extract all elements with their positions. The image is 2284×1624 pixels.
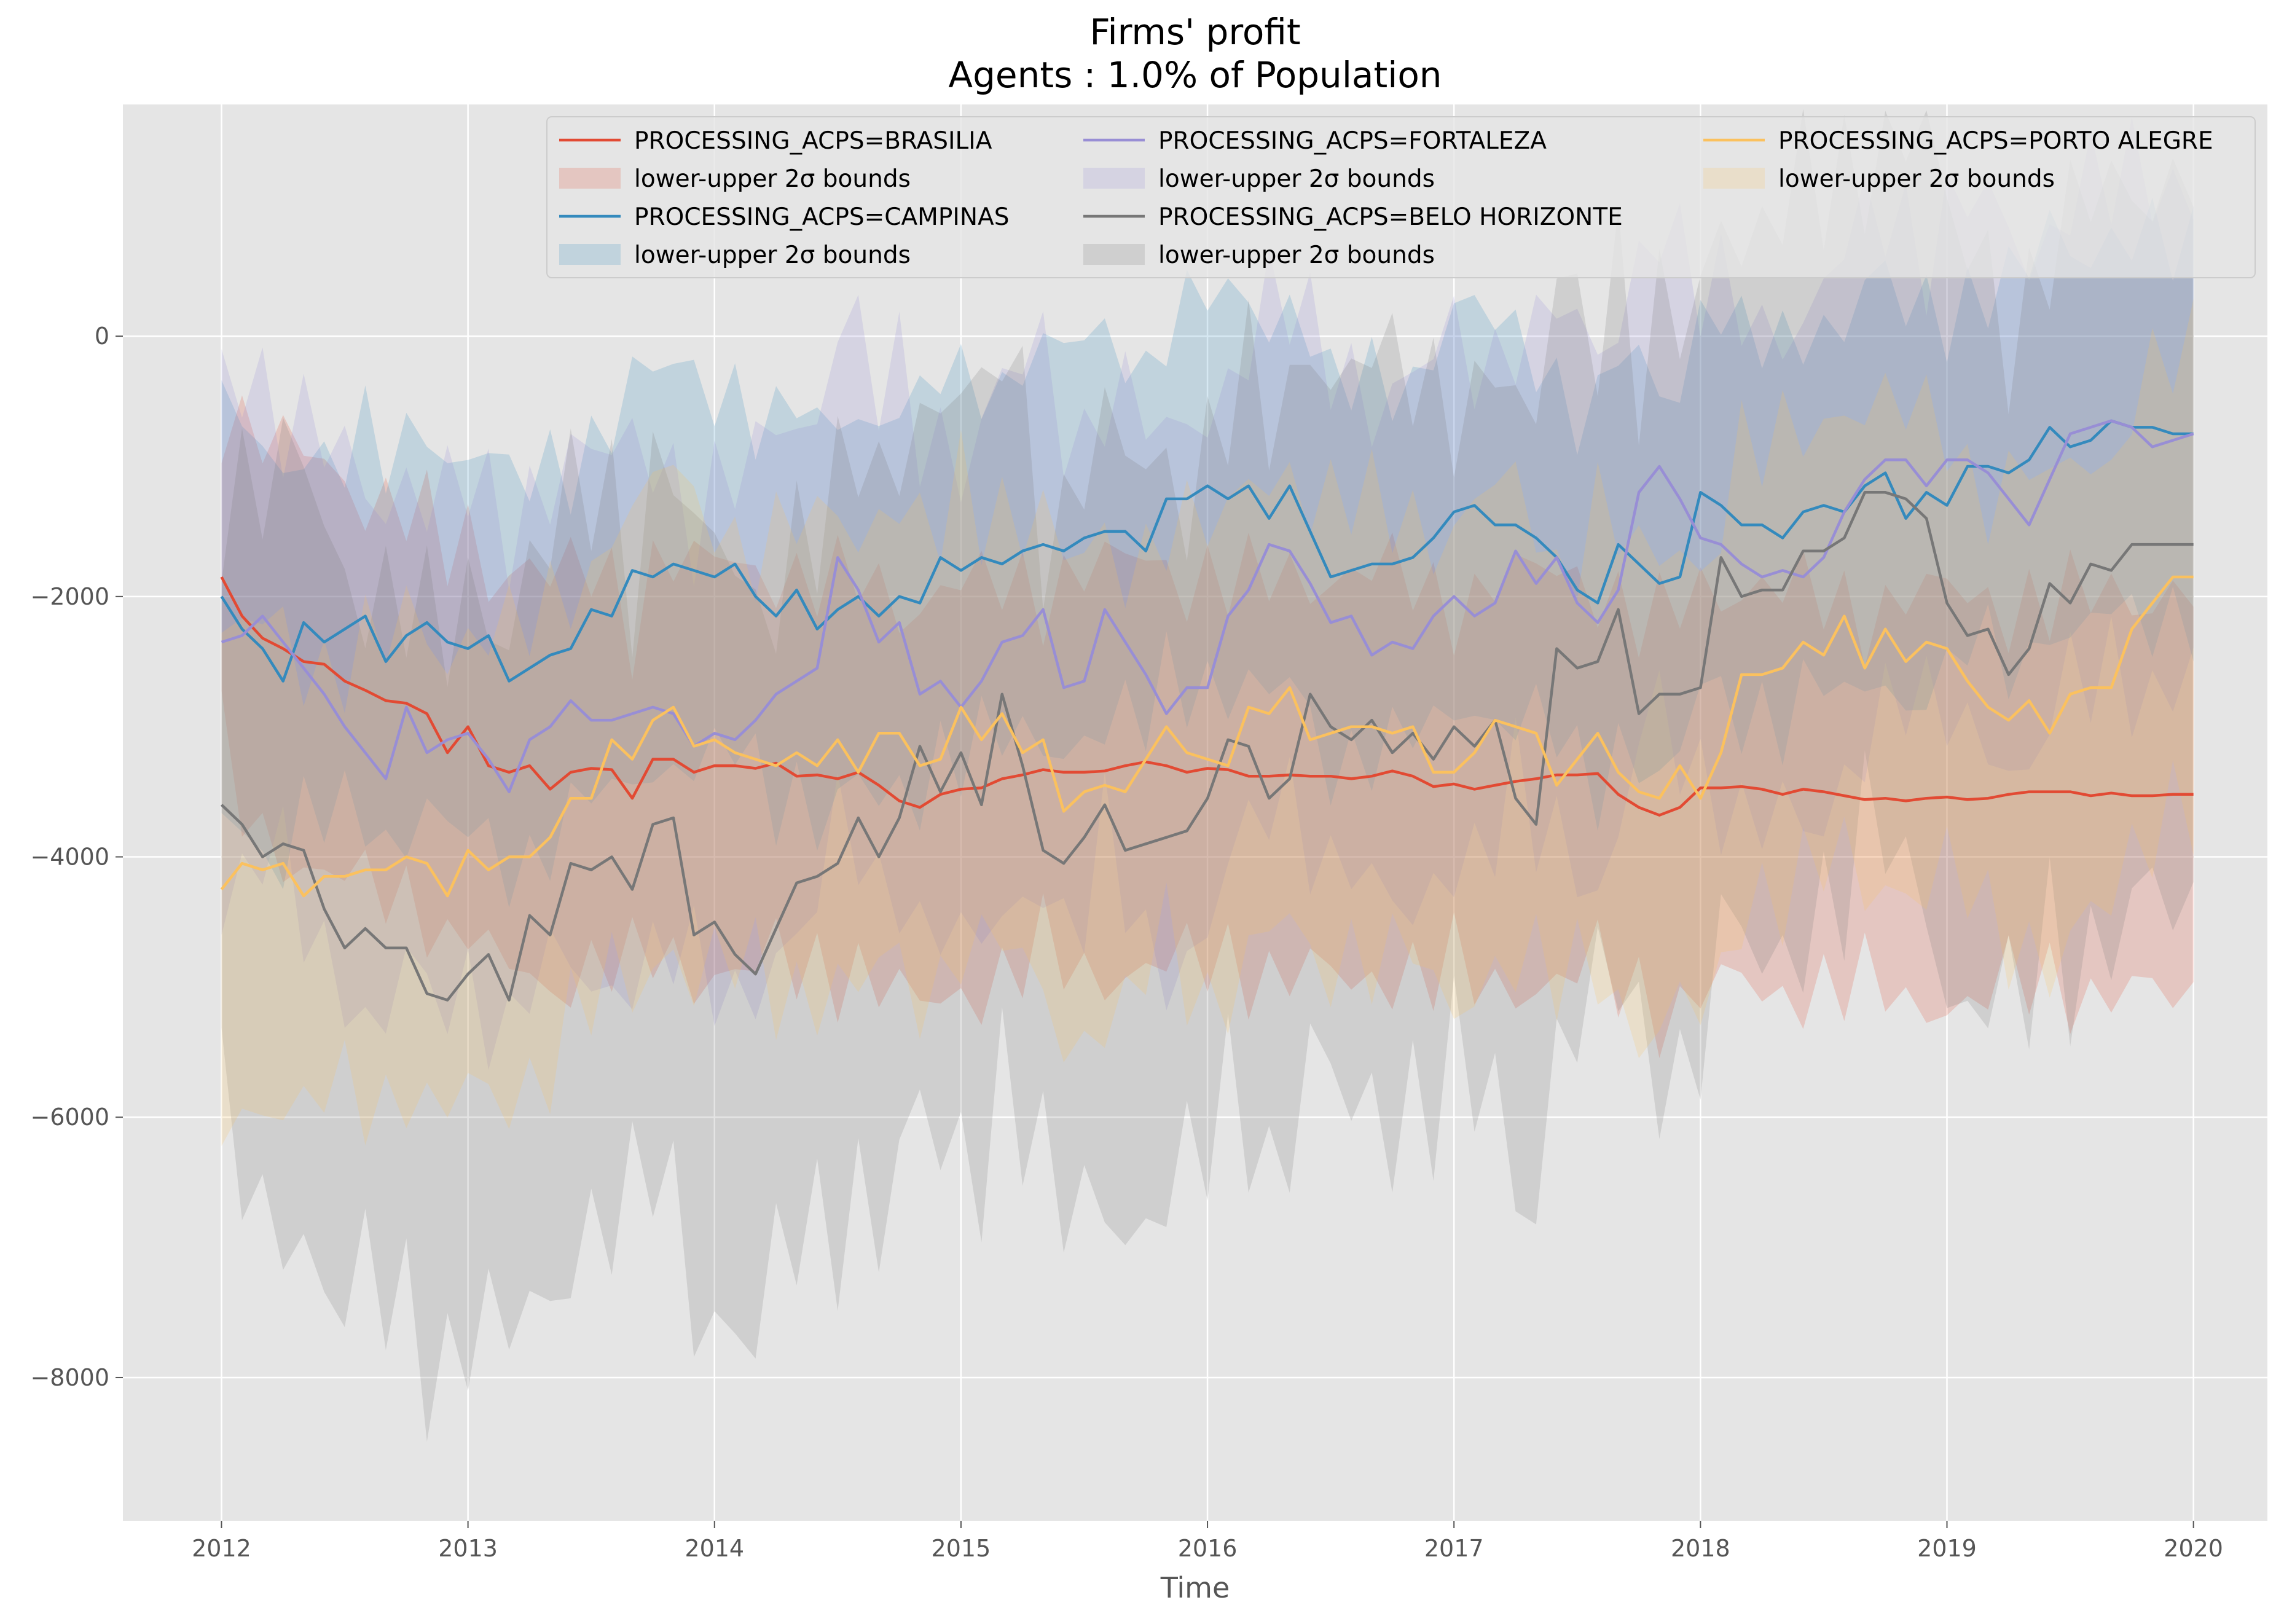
legend-band-swatch (1083, 244, 1145, 265)
legend-entry-label: PROCESSING_ACPS=FORTALEZA (1158, 127, 1547, 155)
legend-band-swatch (559, 244, 621, 265)
x-tick-label: 2017 (1424, 1535, 1484, 1562)
grid-lines (123, 104, 2267, 1521)
band-series-2 (221, 117, 2194, 1070)
x-tick-label: 2015 (932, 1535, 991, 1562)
line-series-2 (221, 419, 2194, 793)
y-tick-label: −4000 (30, 844, 109, 871)
x-tick-label: 2012 (192, 1535, 251, 1562)
x-tick-label: 2013 (438, 1535, 498, 1562)
legend-entry-label: lower-upper 2σ bounds (634, 165, 911, 193)
legend-entry-label: PROCESSING_ACPS=PORTO ALEGRE (1778, 127, 2213, 155)
legend-entry-label: PROCESSING_ACPS=BRASILIA (634, 127, 992, 155)
band-series-3 (221, 109, 2194, 1442)
x-axis-ticks: 2012 2013 2014 2015 2016 2017 2018 2019 2020 (192, 1521, 2223, 1562)
line-series-0 (220, 576, 2194, 817)
y-tick-label: −8000 (30, 1364, 109, 1391)
legend-entry-label: PROCESSING_ACPS=BELO HORIZONTE (1158, 203, 1623, 231)
legend-box (546, 116, 2256, 278)
legend-entry-label: lower-upper 2σ bounds (1158, 165, 1435, 193)
legend-entry-label: lower-upper 2σ bounds (1778, 165, 2055, 193)
line-series-4 (220, 575, 2194, 898)
y-tick-label: 0 (95, 323, 109, 350)
x-tick-label: 2018 (1671, 1535, 1730, 1562)
x-tick-label: 2020 (2164, 1535, 2223, 1562)
plot-area (123, 104, 2267, 1521)
band-series-1 (221, 197, 2194, 908)
x-tick-label: 2016 (1178, 1535, 1238, 1562)
x-tick-label: 2014 (685, 1535, 744, 1562)
y-axis-ticks: −8000 −6000 −4000 −2000 0 (30, 323, 123, 1391)
chart-title: Firms' profit (1089, 11, 1300, 53)
legend: PROCESSING_ACPS=BRASILIA lower-upper 2σ b… (546, 116, 2256, 278)
x-axis-label: Time (1160, 1571, 1230, 1604)
legend-entry-label: PROCESSING_ACPS=CAMPINAS (634, 203, 1009, 231)
band-series-0 (221, 395, 2194, 1059)
confidence-bands (221, 109, 2194, 1442)
x-tick-label: 2019 (1917, 1535, 1977, 1562)
series-lines (220, 419, 2194, 1002)
legend-entry-label: lower-upper 2σ bounds (634, 241, 911, 269)
legend-band-swatch (1703, 168, 1765, 189)
legend-band-swatch (1083, 168, 1145, 189)
legend-entry-label: lower-upper 2σ bounds (1158, 241, 1435, 269)
y-tick-label: −6000 (30, 1104, 109, 1131)
y-tick-label: −2000 (30, 583, 109, 610)
band-series-4 (221, 299, 2194, 1146)
legend-band-swatch (559, 168, 621, 189)
line-series-1 (220, 419, 2194, 683)
line-series-3 (220, 491, 2194, 1002)
chart-subtitle: Agents : 1.0% of Population (948, 54, 1442, 96)
